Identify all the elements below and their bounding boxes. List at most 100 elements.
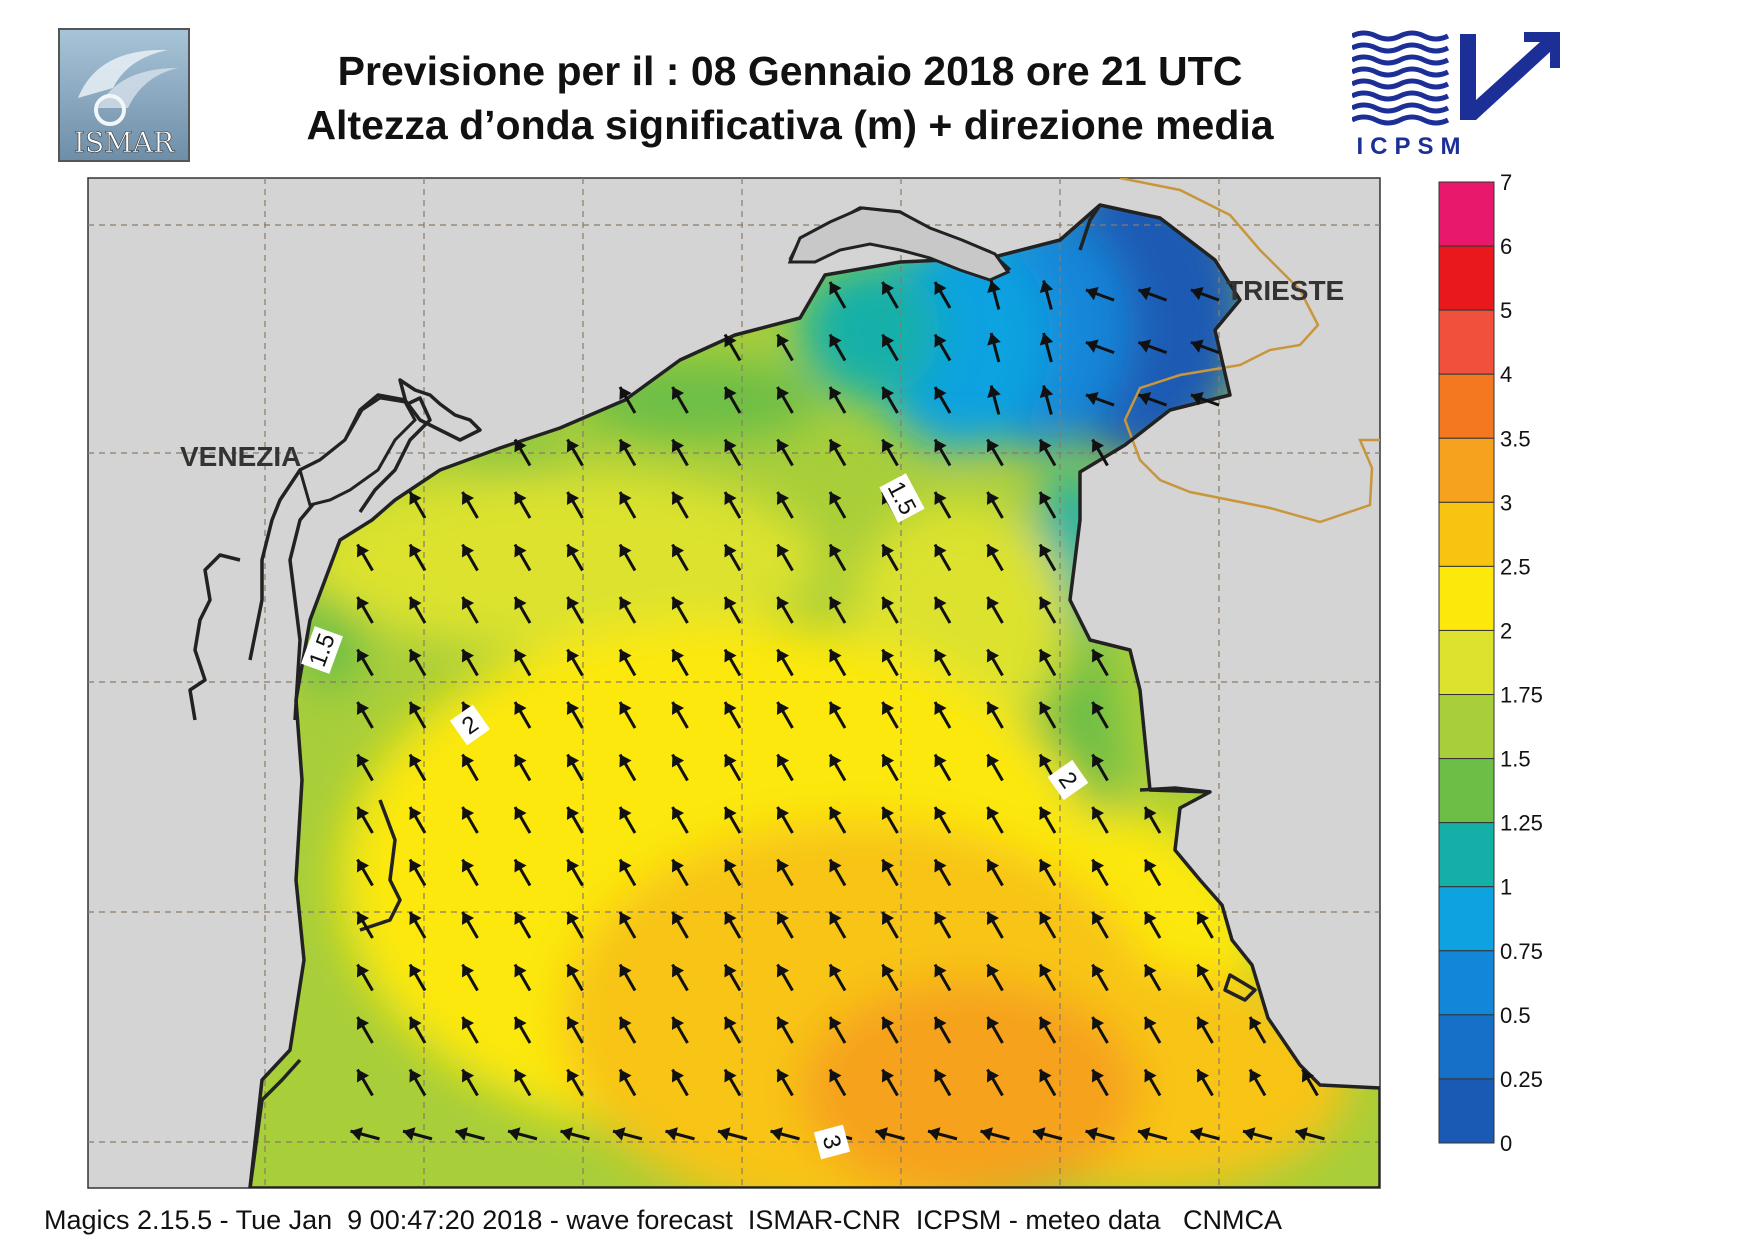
direction-arrow-head [1039,859,1052,873]
direction-arrow-head [724,807,737,821]
legend-label: 3.5 [1500,426,1531,451]
direction-arrow-head [829,754,842,768]
direction-arrow-head [514,597,527,611]
legend-swatch [1438,1014,1495,1080]
direction-arrow-head [514,702,527,716]
direction-arrow-head [934,387,947,401]
direction-arrow-head [671,964,685,978]
direction-arrow-head [566,492,580,506]
direction-arrow-head [619,859,632,873]
direction-arrow-head [776,964,790,978]
direction-arrow-head [829,492,842,506]
direction-arrow-head [1196,964,1210,978]
direction-arrow-head [350,1127,363,1141]
legend-label: 5 [1500,298,1512,323]
ismar-logo: ISMAR [58,28,190,162]
direction-arrow-head [455,1127,468,1141]
direction-arrow-head [1091,649,1105,663]
direction-arrow-head [980,1127,993,1141]
direction-arrow-head [934,912,947,926]
direction-arrow-head [1039,280,1054,293]
direction-arrow-head [829,1017,842,1031]
direction-arrow-head [461,544,475,558]
direction-arrow-head [514,754,527,768]
direction-arrow-head [409,597,422,611]
direction-arrow-head [987,280,1001,293]
legend-label: 1.25 [1500,811,1543,836]
direction-arrow-head [986,649,1000,663]
direction-arrow-head [671,1069,685,1083]
direction-arrow-head [934,1017,947,1031]
direction-arrow-head [986,912,1000,926]
forecast-title: Previsione per il : 08 Gennaio 2018 ore … [337,48,1243,94]
direction-arrow-head [619,387,632,401]
direction-arrow-head [514,439,527,453]
direction-arrow-head [1039,1069,1052,1083]
direction-arrow-head [1144,964,1157,978]
direction-arrow-head [1091,912,1105,926]
legend-swatch [1438,950,1495,1016]
direction-arrow-head [776,1069,790,1083]
legend-label: 0.5 [1500,1003,1531,1028]
icpsm-logo-text: ICPSM [1356,133,1467,160]
direction-arrow-head [724,754,737,768]
direction-arrow-head [1196,1069,1210,1083]
direction-arrow-head [881,964,895,978]
direction-arrow-head [934,807,947,821]
direction-arrow-head [1039,439,1052,453]
direction-arrow-head [1039,912,1052,926]
direction-arrow-head [986,859,1000,873]
direction-arrow-head [881,807,895,821]
direction-arrow-head [776,544,790,558]
direction-arrow-head [409,649,422,663]
direction-arrow-head [881,649,895,663]
legend-label: 0.25 [1500,1067,1543,1092]
direction-arrow-head [1144,807,1157,821]
direction-arrow-head [829,702,842,716]
direction-arrow-head [1091,807,1105,821]
direction-arrow-head [514,649,527,663]
direction-arrow-head [724,597,737,611]
direction-arrow-head [829,912,842,926]
direction-arrow-head [724,859,737,873]
direction-arrow-head [409,912,422,926]
direction-arrow-head [461,964,475,978]
icpsm-logo: ICPSM [1352,30,1560,160]
direction-arrow-head [724,387,737,401]
direction-arrow-head [409,859,422,873]
direction-arrow-head [934,859,947,873]
direction-arrow-head [619,544,632,558]
colour-legend: 7 6 5 4 3.5 3 2.5 2 1.75 1.5 1.25 1 0.75 0.5 0.25 0 [1438,170,1543,1156]
direction-arrow-head [724,702,737,716]
direction-arrow-head [934,702,947,716]
direction-arrow-head [829,282,842,296]
direction-arrow-head [1033,1127,1046,1141]
direction-arrow-head [566,754,580,768]
direction-arrow-head [1190,392,1204,406]
direction-arrow-head [829,334,842,348]
direction-arrow-head [875,1127,888,1141]
direction-arrow-head [356,754,370,768]
direction-arrow-head [514,492,527,506]
direction-arrow-head [356,597,370,611]
direction-arrow-head [776,859,790,873]
direction-arrow-head [409,754,422,768]
direction-arrow-head [356,859,370,873]
direction-arrow-head [724,912,737,926]
direction-arrow-head [356,807,370,821]
place-label-venezia: VENEZIA [180,441,301,472]
direction-arrow-head [776,439,790,453]
direction-arrow-head [776,387,790,401]
direction-arrow-head [613,1127,626,1141]
direction-arrow-head [934,597,947,611]
direction-arrow-head [1249,1069,1262,1083]
direction-arrow-head [403,1127,416,1141]
direction-arrow-head [671,754,685,768]
direction-arrow-head [934,544,947,558]
direction-arrow-head [724,544,737,558]
direction-arrow-head [934,1069,947,1083]
legend-swatch [1438,629,1495,696]
direction-arrow-head [724,492,737,506]
direction-arrow-head [1039,702,1052,716]
direction-arrow-head [409,1017,422,1031]
